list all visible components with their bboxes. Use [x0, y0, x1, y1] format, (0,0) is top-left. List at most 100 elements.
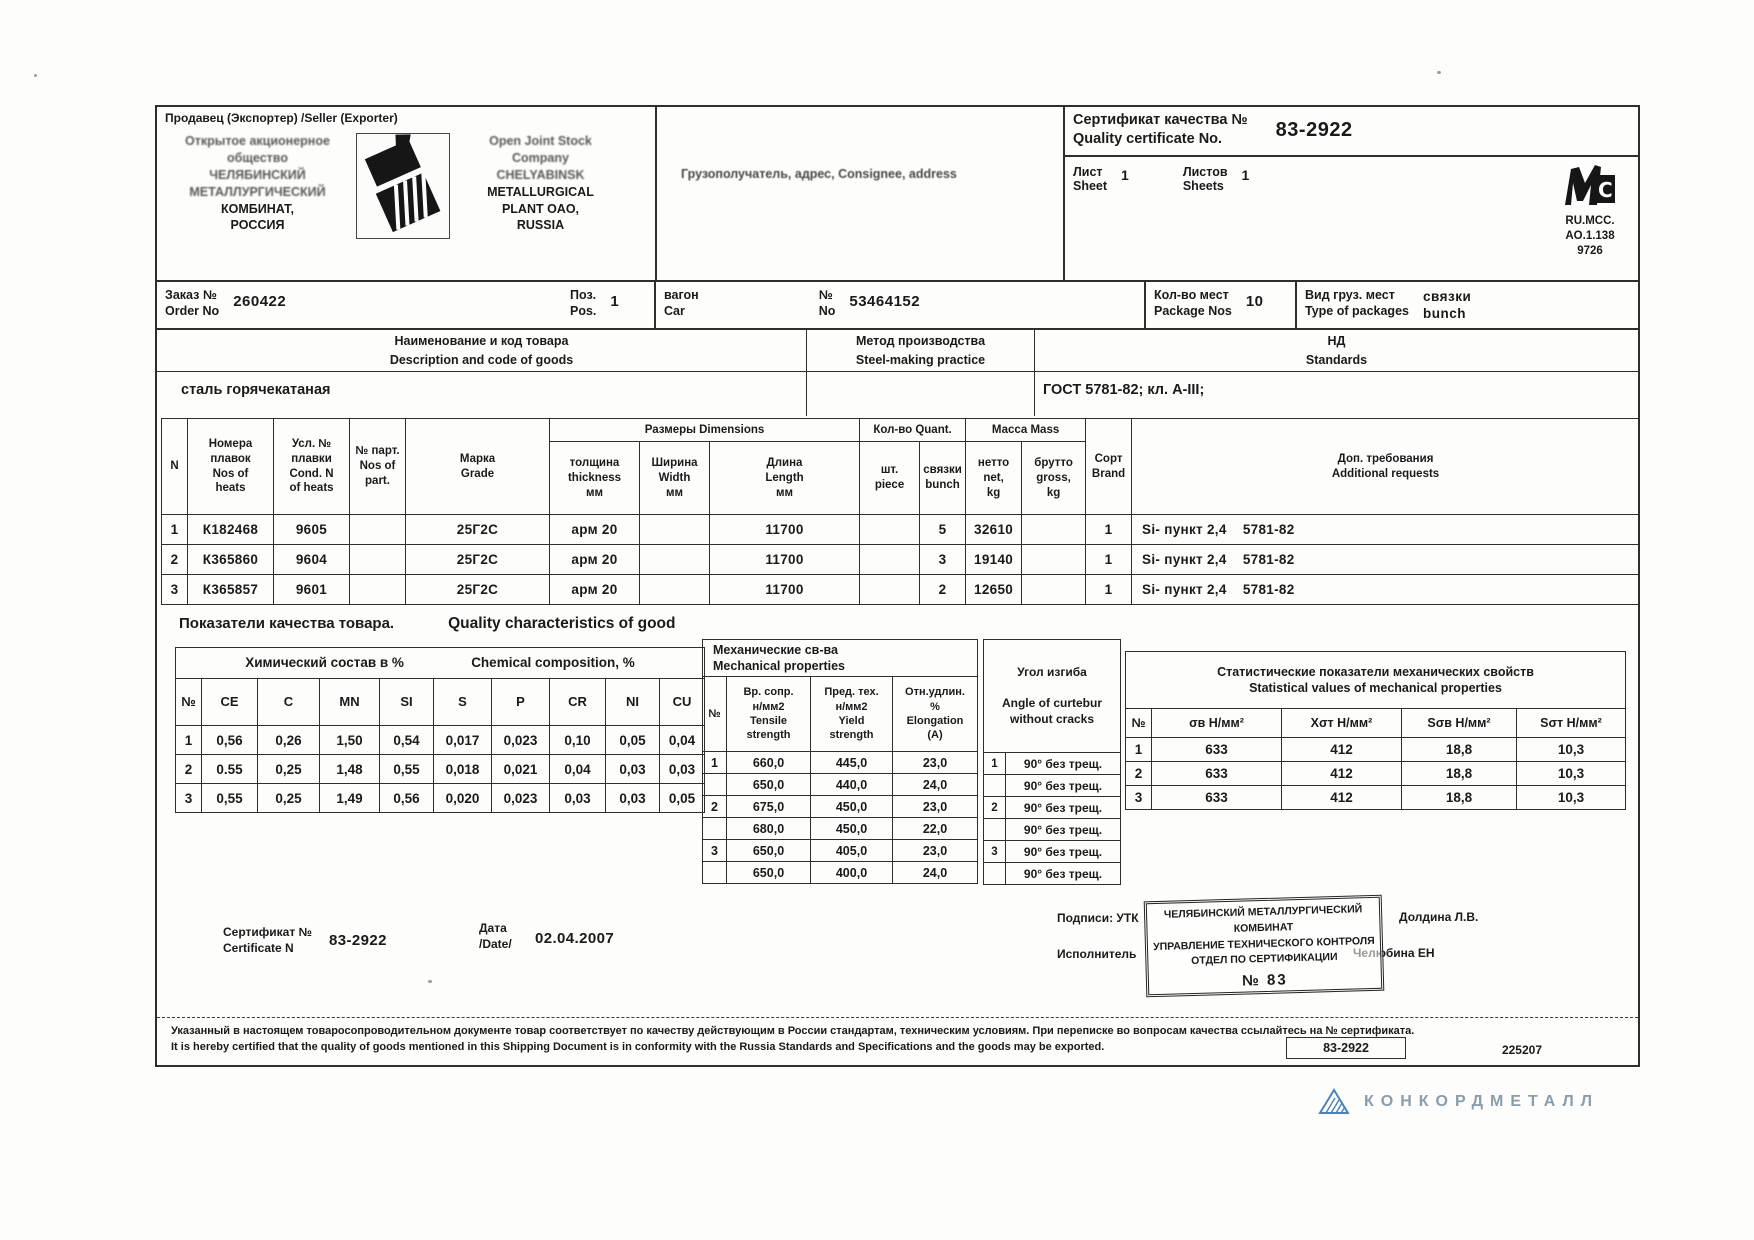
disclaimer-en: It is hereby certified that the quality …	[171, 1041, 1105, 1054]
position-value: 1	[610, 292, 620, 310]
table-cell: 22,0	[892, 817, 978, 841]
table-cell: 405,0	[810, 839, 893, 863]
table-row: 2 675,0 450,0 23,0	[702, 795, 978, 819]
package-type-value: связки bunch	[1422, 288, 1472, 322]
table-cell	[349, 574, 406, 606]
qc-stamp: ЧЕЛЯБИНСКИЙ МЕТАЛЛУРГИЧЕСКИЙ КОМБИНАТ УП…	[1143, 894, 1385, 998]
registry-mark-block: C RU.MCC. AO.1.138 9726	[1548, 163, 1632, 259]
table-cell: 650,0	[726, 861, 811, 885]
table-cell: 0,03	[605, 783, 660, 814]
consignee-label: Грузополучатель, адрес, Consignee, addre…	[681, 167, 957, 181]
table-cell	[983, 774, 1006, 798]
chem-col-si: SI	[379, 678, 434, 727]
seller-cell: Продавец (Экспортер) /Seller (Exporter) …	[157, 107, 657, 280]
table-cell	[1021, 574, 1087, 606]
certificate-number-cell: Сертификат качества № Quality certificat…	[1065, 107, 1638, 280]
table-cell: 18,8	[1401, 785, 1517, 811]
table-cell: 11700	[708, 514, 861, 546]
col-mass-group: Масса Mass	[965, 418, 1087, 443]
stats-table-body: 1 633 412 18,8 10,3 2 633 412 18,8 10,3 3 633 412 18,…	[1125, 737, 1626, 811]
table-cell: 3	[702, 839, 727, 863]
table-cell: К365857	[187, 574, 274, 606]
chem-col-cr: CR	[549, 678, 606, 727]
car-number-value: 53464152	[849, 292, 921, 310]
table-cell: 0,25	[257, 754, 320, 785]
seller-label: Продавец (Экспортер) /Seller (Exporter)	[165, 111, 398, 125]
standards-header: НД Standards	[1305, 334, 1368, 367]
table-cell: 24,0	[892, 861, 978, 885]
table-cell: 1,50	[319, 725, 380, 756]
table-cell: 12650	[965, 574, 1023, 606]
sheet-field: Лист Sheet 1	[1073, 165, 1129, 280]
table-cell: 1	[1085, 544, 1133, 576]
brand-footer: КОНКОРДМЕТАЛЛ	[1318, 1088, 1599, 1115]
col-requests: Доп. требования Additional requests	[1131, 418, 1640, 516]
registry-mark-text: RU.MCC. AO.1.138	[1565, 214, 1615, 242]
table-cell: арм 20	[549, 574, 640, 606]
seller-name-ru: Открытое акционерное общество ЧЕЛЯБИНСКИ…	[165, 133, 350, 234]
car-field: вагон Car № No 53464152	[654, 281, 1144, 328]
table-cell: 18,8	[1401, 761, 1517, 787]
table-cell: 90° без трещ.	[1005, 862, 1121, 886]
table-row: 1 К182468 9605 25Г2С арм 20 11700 5 32610 1 Si- п…	[161, 514, 1640, 546]
table-cell: 633	[1151, 761, 1282, 787]
statistical-values-table: Статистические показатели механических с…	[1125, 651, 1626, 811]
table-cell: 0,55	[201, 783, 258, 814]
mech-table-body: 1 660,0 445,0 23,0 650,0 440,0 24,0 2 675,0 450,0…	[702, 751, 978, 885]
quality-tables-row: Химический состав в % Chemical compositi…	[157, 639, 1638, 886]
table-cell: арм 20	[549, 514, 640, 546]
table-row: 2 633 412 18,8 10,3	[1125, 761, 1626, 787]
table-cell: К365860	[187, 544, 274, 576]
package-type-field: Вид груз. мест Type of packages связки b…	[1295, 281, 1638, 328]
table-cell: 0,26	[257, 725, 320, 756]
disclaimer-ru: Указанный в настоящем товаросопроводител…	[171, 1025, 1415, 1038]
table-cell: 90° без трещ.	[1005, 774, 1121, 798]
reference-number-box: 83-2922	[1286, 1037, 1406, 1059]
table-cell: 1	[161, 514, 188, 546]
table-cell: 3	[1125, 785, 1152, 811]
table-cell: 660,0	[726, 751, 811, 775]
table-cell: 10,3	[1516, 737, 1626, 763]
table-row: 90° без трещ.	[983, 818, 1121, 842]
goods-header-row: Наименование и код товара Description an…	[157, 329, 1638, 373]
stats-col-x-sigma-t: Χσт Н/мм²	[1281, 708, 1402, 739]
table-cell: 5	[919, 514, 967, 546]
brand-name: КОНКОРДМЕТАЛЛ	[1364, 1092, 1600, 1110]
chem-col-cu: CU	[659, 678, 705, 727]
table-cell: 1	[1125, 737, 1152, 763]
table-cell: 11700	[708, 544, 861, 576]
table-row: 3 90° без трещ.	[983, 840, 1121, 864]
table-row: 680,0 450,0 22,0	[702, 817, 978, 841]
table-cell: 0.55	[201, 754, 258, 785]
table-cell	[702, 773, 727, 797]
plant-logo-icon	[356, 133, 450, 239]
package-type-label: Вид груз. мест Type of packages	[1305, 287, 1409, 318]
table-cell: 0,03	[605, 754, 660, 785]
table-cell: 23,0	[892, 839, 978, 863]
col-dimensions-group: Размеры Dimensions	[548, 418, 861, 443]
table-cell: 2	[161, 544, 188, 576]
package-count-value: 10	[1245, 292, 1264, 310]
table-cell: 412	[1281, 737, 1402, 763]
date-label: Дата /Date/	[479, 920, 512, 951]
table-cell: 2	[983, 796, 1006, 820]
chem-title-en: Chemical composition, %	[471, 655, 635, 671]
table-cell: 450,0	[810, 817, 893, 841]
table-row: 3 650,0 405,0 23,0	[702, 839, 978, 863]
col-gross: брутто gross, kg	[1021, 441, 1087, 516]
table-cell: 1	[983, 752, 1006, 776]
table-cell: 0,25	[257, 783, 320, 814]
bend-title: Угол изгиба Angle of curtebur without cr…	[983, 639, 1121, 754]
table-cell: 633	[1151, 785, 1282, 811]
sheets-field: Листов Sheets 1	[1183, 165, 1249, 280]
table-row: 2 К365860 9604 25Г2С арм 20 11700 3 19140 1 Si- п…	[161, 544, 1640, 576]
table-cell	[702, 817, 727, 841]
table-cell: 0,05	[605, 725, 660, 756]
table-cell: 9605	[273, 514, 350, 546]
table-row: 1 0,56 0,26 1,50 0,54 0,017 0,023 0,10 0,05 0,04	[175, 725, 705, 756]
table-cell: 25Г2С	[405, 514, 550, 546]
table-cell: 0,55	[379, 754, 434, 785]
table-cell: арм 20	[549, 544, 640, 576]
bend-table-body: 1 90° без трещ. 90° без трещ. 2 90° без трещ…	[983, 752, 1121, 886]
col-heats: Номера плавок Nos of heats	[187, 418, 274, 516]
